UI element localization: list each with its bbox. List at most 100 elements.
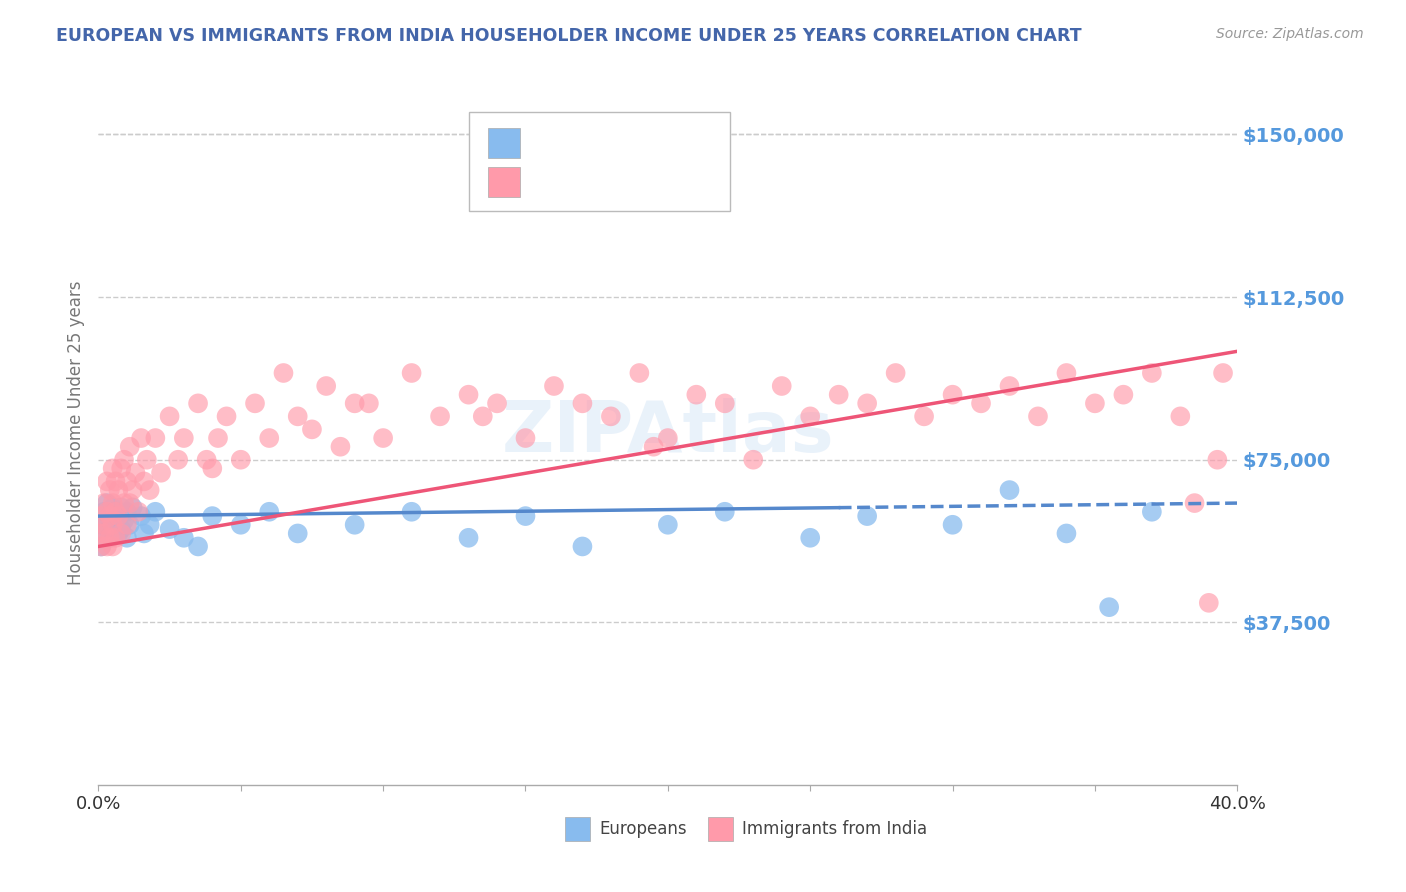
Point (110, 500, 132, 515)
Point (1056, 366, 1078, 380)
Point (115, 531, 138, 545)
Point (101, 461, 124, 475)
Point (259, 505, 281, 519)
Point (628, 366, 651, 380)
Point (104, 531, 127, 545)
Point (93, 505, 115, 519)
Point (501, 149, 523, 163)
Point (970, 396, 993, 410)
Point (329, 440, 352, 454)
Point (243, 396, 266, 410)
Point (90, 540, 112, 554)
Point (101, 496, 124, 510)
Point (571, 540, 593, 554)
Point (93, 496, 115, 510)
Point (93, 526, 115, 541)
Point (129, 431, 152, 445)
Point (107, 483, 129, 497)
FancyBboxPatch shape (707, 817, 733, 841)
Point (132, 526, 155, 541)
Point (101, 517, 124, 532)
Point (173, 431, 195, 445)
Point (1206, 452, 1229, 467)
Point (229, 452, 252, 467)
Point (101, 509, 124, 524)
Point (1212, 366, 1234, 380)
Point (373, 431, 395, 445)
Point (457, 531, 479, 545)
Point (98, 483, 121, 497)
Point (828, 387, 851, 401)
Point (1140, 505, 1163, 519)
Text: ZIPAtlas: ZIPAtlas (502, 398, 834, 467)
Point (515, 431, 537, 445)
Point (259, 431, 281, 445)
Point (998, 379, 1021, 393)
Point (1170, 409, 1192, 424)
Point (1140, 366, 1163, 380)
Point (96, 505, 118, 519)
Point (145, 431, 167, 445)
Point (273, 366, 295, 380)
Point (856, 509, 879, 524)
Point (107, 509, 129, 524)
Point (115, 475, 138, 489)
Point (145, 505, 167, 519)
Point (215, 409, 238, 424)
Point (201, 461, 224, 475)
Point (110, 526, 132, 541)
Point (115, 505, 138, 519)
Point (571, 396, 593, 410)
Point (118, 496, 141, 510)
Point (96, 496, 118, 510)
Point (207, 431, 229, 445)
Point (942, 387, 965, 401)
Point (643, 440, 665, 454)
Point (1056, 526, 1078, 541)
Point (93, 526, 115, 541)
FancyBboxPatch shape (468, 112, 731, 211)
Point (657, 517, 679, 532)
Point (96, 513, 118, 527)
Point (101, 526, 124, 541)
Point (301, 422, 323, 436)
Point (1198, 596, 1220, 610)
Point (115, 517, 138, 532)
Point (138, 483, 160, 497)
Point (770, 379, 793, 393)
FancyBboxPatch shape (488, 167, 520, 196)
Point (132, 475, 155, 489)
Point (1112, 387, 1135, 401)
Point (1084, 396, 1107, 410)
Point (90, 540, 112, 554)
Point (942, 517, 965, 532)
Point (287, 409, 309, 424)
Point (110, 461, 132, 475)
Point (101, 500, 124, 515)
Point (799, 409, 821, 424)
Point (98, 531, 121, 545)
Point (129, 509, 152, 524)
Point (471, 409, 494, 424)
Point (90, 526, 112, 541)
Point (167, 452, 190, 467)
Point (121, 500, 143, 515)
Point (856, 396, 879, 410)
Point (1026, 409, 1049, 424)
Point (357, 396, 380, 410)
Point (104, 505, 127, 519)
Point (98, 517, 121, 532)
Text: Immigrants from India: Immigrants from India (742, 820, 927, 838)
Point (187, 396, 209, 410)
Point (107, 526, 129, 541)
Point (429, 409, 451, 424)
Point (110, 522, 132, 536)
Text: Europeans: Europeans (599, 820, 688, 838)
Point (401, 505, 423, 519)
Point (998, 483, 1021, 497)
Point (127, 505, 149, 519)
Point (229, 517, 252, 532)
Point (457, 387, 479, 401)
Point (884, 366, 907, 380)
Point (121, 483, 143, 497)
